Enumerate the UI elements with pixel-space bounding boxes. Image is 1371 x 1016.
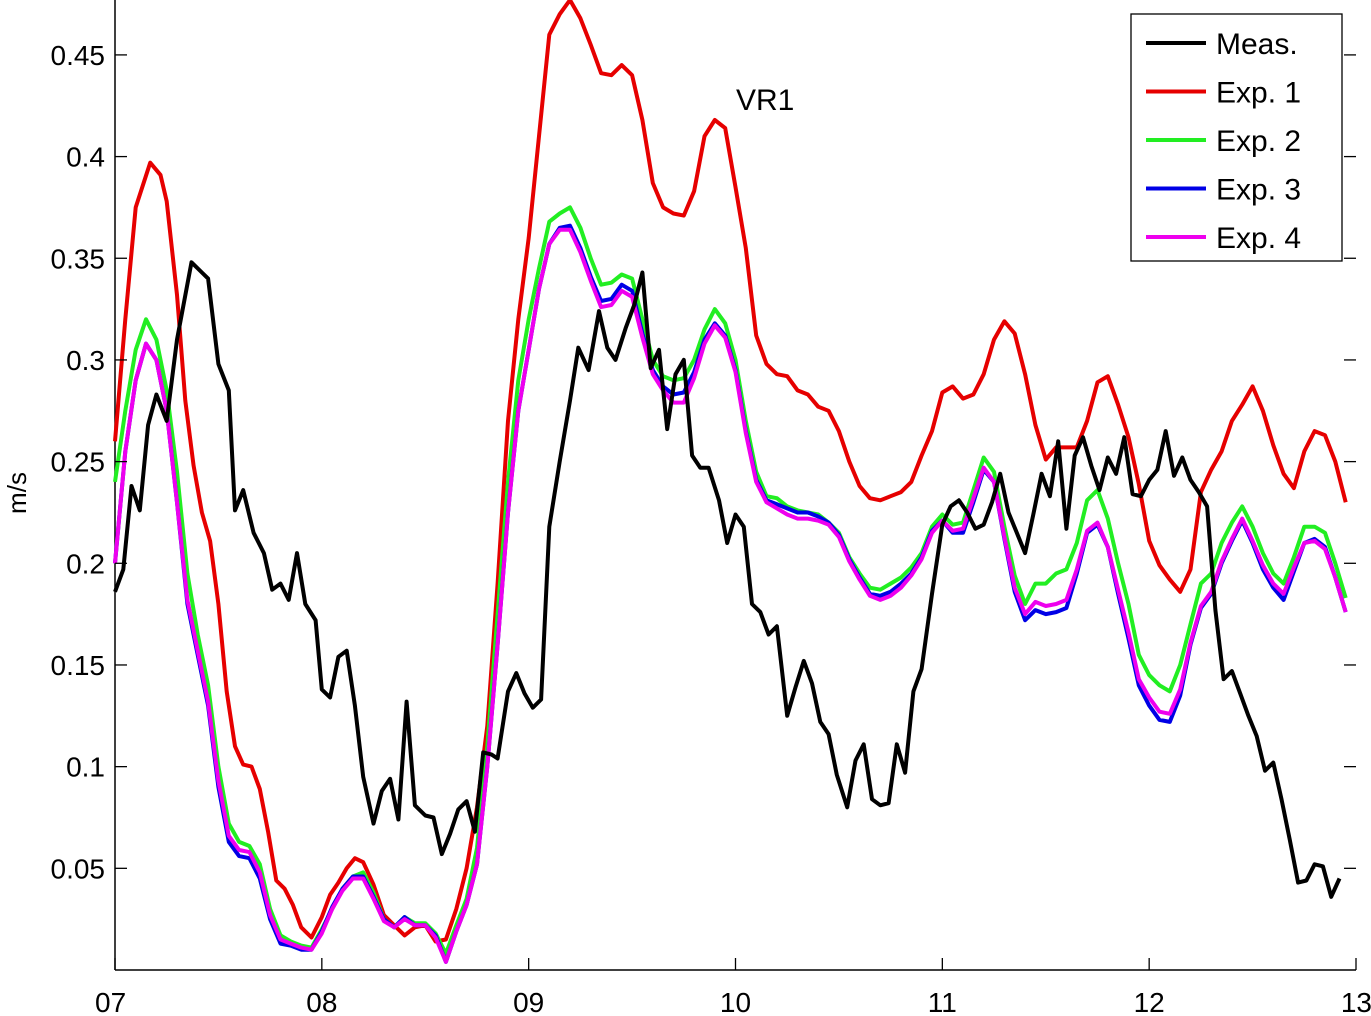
- x-tick-label: 11: [928, 987, 957, 1016]
- x-tick-label: 10: [720, 987, 751, 1016]
- legend-label: Exp. 3: [1216, 174, 1301, 207]
- series-line-meas: [113, 260, 1342, 899]
- y-tick-label: 0.05: [51, 853, 106, 884]
- y-tick-label: 0.35: [51, 243, 106, 274]
- legend-label: Meas.: [1216, 28, 1298, 61]
- series-line-exp-4: [113, 227, 1348, 964]
- legend-label: Exp. 4: [1216, 222, 1301, 255]
- y-axis-ticks: 0.05 0.1 0.15 0.2 0.25 0.3 0.35 0.4 0.45: [51, 40, 1356, 884]
- legend-box: [1130, 13, 1343, 262]
- series-lines: [113, 0, 1348, 964]
- x-tick-label: 13: [1341, 987, 1371, 1016]
- y-tick-label: 0.3: [66, 345, 105, 376]
- x-tick-label: 08: [306, 987, 337, 1016]
- series-line-exp-1: [113, 0, 1348, 944]
- y-tick-label: 0.2: [66, 548, 105, 579]
- x-tick-label: 09: [513, 987, 544, 1016]
- y-axis-label: m/s: [2, 472, 32, 514]
- y-tick-label: 0.4: [66, 142, 105, 173]
- y-tick-label: 0.15: [51, 650, 106, 681]
- annotation-vr1: VR1: [736, 84, 794, 117]
- x-tick-label: 12: [1134, 987, 1165, 1016]
- legend: Meas. Exp. 1 Exp. 2 Exp. 3 Exp. 4: [1130, 13, 1343, 262]
- y-tick-label: 0.25: [51, 447, 106, 478]
- x-axis-ticks: 07 08 09 10 11 12 13: [95, 958, 1371, 1016]
- y-tick-label: 0.45: [51, 40, 106, 71]
- legend-label: Exp. 1: [1216, 77, 1301, 110]
- legend-label: Exp. 2: [1216, 125, 1301, 158]
- y-tick-label: 0.1: [66, 752, 105, 783]
- x-tick-label: 07: [95, 987, 126, 1016]
